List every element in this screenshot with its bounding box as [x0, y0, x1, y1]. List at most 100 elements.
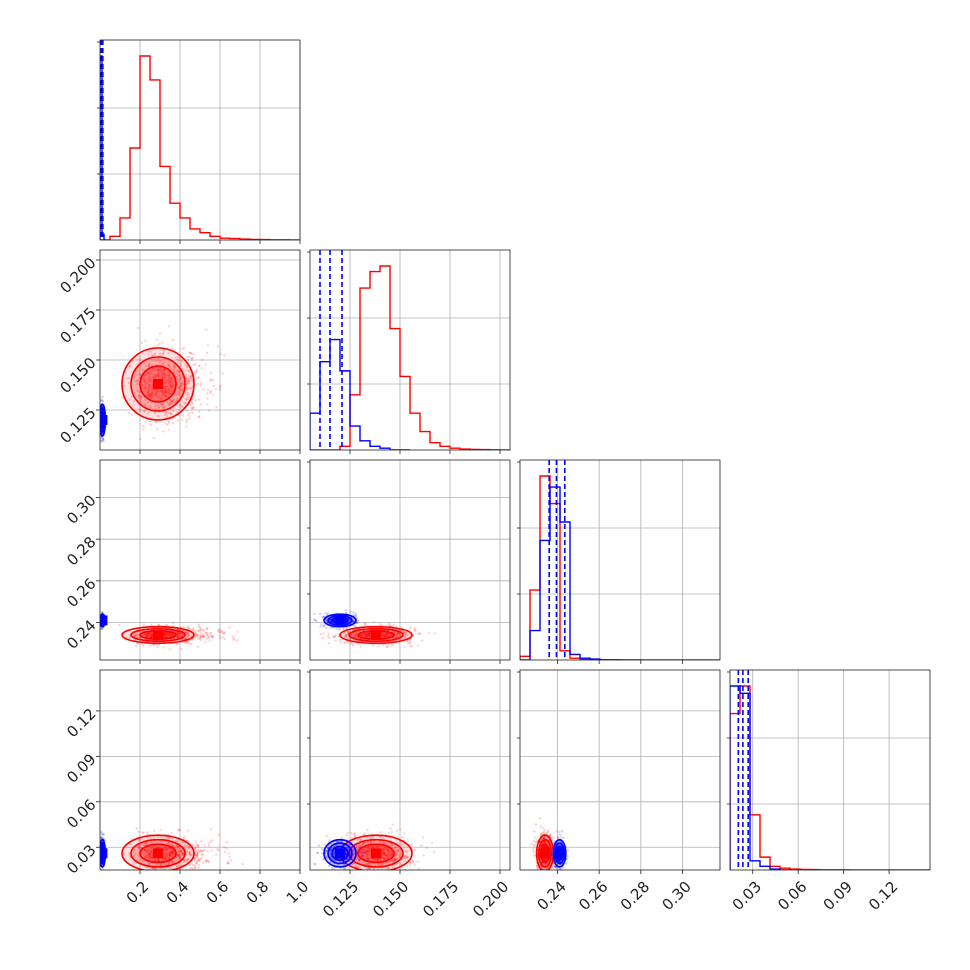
scatter-point — [206, 633, 209, 636]
scatter-point — [353, 614, 357, 618]
scatter-point — [180, 852, 184, 855]
scatter-point — [156, 404, 160, 407]
scatter-point — [172, 851, 175, 854]
scatter-point — [347, 636, 350, 639]
scatter-point — [187, 829, 190, 832]
scatter-point — [168, 633, 171, 637]
scatter-point — [196, 852, 199, 855]
scatter-point — [170, 855, 174, 858]
scatter-point — [212, 378, 215, 382]
scatter-point — [183, 845, 186, 848]
scatter-point — [176, 389, 180, 392]
scatter-point — [148, 362, 151, 365]
scatter-point — [383, 847, 387, 851]
scatter-point — [139, 437, 142, 441]
scatter-point — [163, 857, 167, 860]
scatter-point — [200, 381, 203, 385]
scatter-point — [201, 635, 205, 638]
scatter-point — [353, 632, 357, 635]
scatter-point — [389, 854, 392, 857]
scatter-point — [177, 853, 180, 857]
scatter-point — [145, 632, 148, 636]
scatter-point — [167, 856, 170, 860]
scatter-point — [155, 420, 158, 423]
scatter-point — [137, 830, 140, 834]
scatter-point — [188, 411, 191, 415]
scatter-point — [157, 846, 160, 849]
scatter-point — [352, 611, 355, 614]
scatter-point — [163, 632, 166, 636]
scatter-point — [143, 379, 146, 382]
scatter-point — [159, 402, 163, 406]
scatter-point — [147, 372, 151, 375]
scatter-point — [188, 853, 191, 856]
scatter-point — [163, 635, 167, 639]
scatter-point — [148, 634, 152, 638]
scatter-point — [149, 394, 153, 397]
scatter-point — [159, 369, 163, 373]
scatter-point — [184, 364, 187, 367]
scatter-point — [170, 367, 174, 371]
scatter-point — [187, 370, 190, 373]
scatter-point — [148, 862, 151, 865]
scatter-point — [176, 631, 179, 635]
scatter-point — [162, 368, 166, 371]
scatter-point — [394, 846, 397, 850]
scatter-point — [382, 633, 385, 637]
scatter-point — [159, 846, 162, 849]
histogram-series-0 — [310, 265, 510, 450]
scatter-point — [162, 873, 164, 875]
scatter-point — [143, 399, 146, 402]
scatter-point — [185, 425, 188, 428]
scatter-point — [216, 848, 219, 851]
scatter-point — [402, 631, 406, 634]
scatter-point — [194, 857, 197, 860]
scatter-point — [169, 377, 173, 380]
density-peak — [100, 415, 108, 425]
scatter-point — [133, 848, 136, 851]
scatter-point — [159, 397, 162, 400]
scatter-point — [191, 868, 195, 870]
scatter-point — [176, 636, 179, 639]
scatter-point — [352, 634, 356, 637]
scatter-point — [179, 376, 182, 379]
scatter-point — [169, 379, 173, 383]
scatter-point — [366, 858, 370, 861]
scatter-point — [136, 389, 139, 392]
scatter-point — [327, 612, 330, 615]
scatter-point — [132, 403, 135, 406]
scatter-point — [194, 363, 197, 366]
scatter-point — [169, 851, 172, 854]
scatter-point — [168, 402, 171, 406]
scatter-point — [368, 632, 371, 636]
scatter-point — [148, 856, 152, 859]
scatter-point — [178, 849, 181, 852]
scatter-point — [387, 867, 391, 870]
scatter-point — [345, 834, 348, 837]
scatter-point — [188, 852, 191, 855]
scatter-point — [154, 388, 157, 391]
scatter-point — [176, 853, 180, 857]
panel-background — [100, 40, 300, 240]
scatter-point — [387, 849, 391, 853]
scatter-point — [127, 381, 130, 385]
scatter-point — [205, 859, 209, 862]
scatter-point — [160, 403, 164, 407]
scatter-point — [210, 635, 214, 638]
scatter-point — [150, 850, 154, 853]
scatter-point — [367, 631, 370, 635]
scatter-point — [103, 872, 105, 874]
scatter-point — [147, 849, 151, 852]
scatter-point — [188, 642, 191, 645]
scatter-point — [228, 855, 231, 859]
scatter-point — [143, 410, 146, 413]
scatter-point — [369, 633, 372, 636]
scatter-point — [164, 632, 167, 635]
scatter-point — [217, 630, 220, 634]
scatter-point — [172, 380, 175, 384]
scatter-point — [197, 851, 200, 855]
scatter-point — [163, 361, 166, 364]
scatter-point — [153, 829, 156, 832]
scatter-point — [177, 854, 181, 858]
scatter-point — [196, 854, 199, 858]
